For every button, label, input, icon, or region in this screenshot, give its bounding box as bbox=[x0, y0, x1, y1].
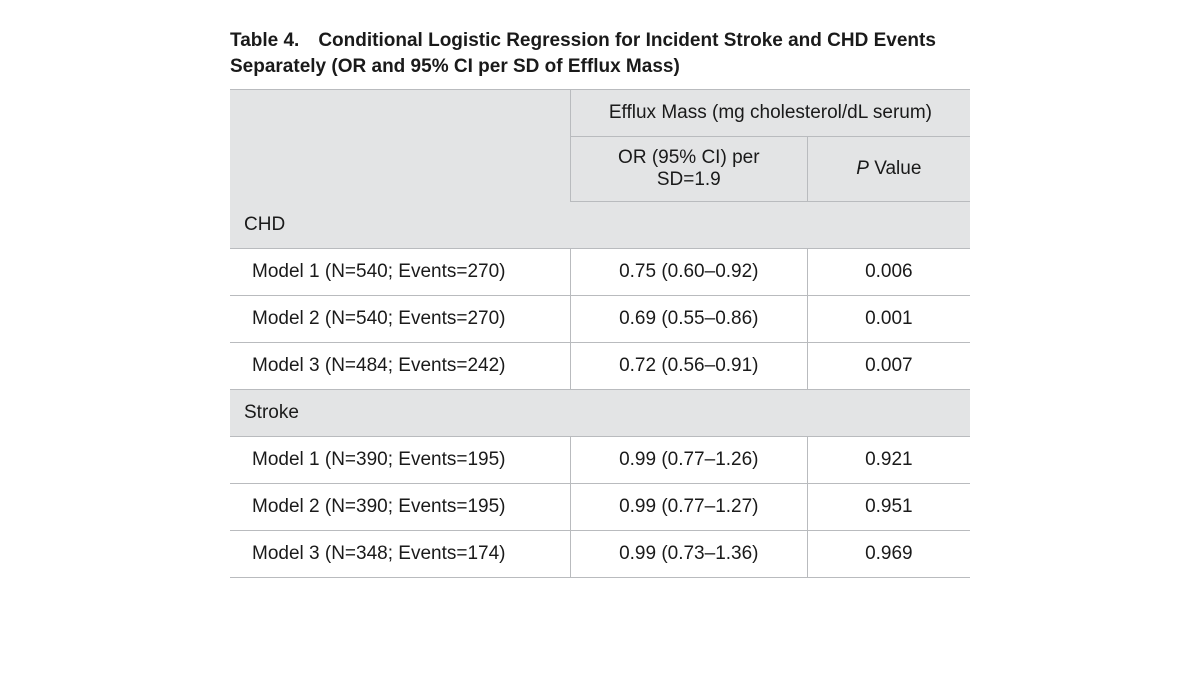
model-label: Model 2 (N=390; Events=195) bbox=[230, 484, 570, 531]
section-name: Stroke bbox=[230, 390, 970, 437]
table-row: Model 1 (N=390; Events=195) 0.99 (0.77–1… bbox=[230, 437, 970, 484]
model-label: Model 3 (N=348; Events=174) bbox=[230, 531, 570, 578]
table-row: Model 2 (N=540; Events=270) 0.69 (0.55–0… bbox=[230, 296, 970, 343]
regression-table: Efflux Mass (mg cholesterol/dL serum) OR… bbox=[230, 89, 970, 578]
pvalue-header-p: P bbox=[856, 158, 869, 179]
p-value: 0.007 bbox=[807, 343, 970, 390]
or-value: 0.99 (0.77–1.26) bbox=[570, 437, 807, 484]
or-value: 0.75 (0.60–0.92) bbox=[570, 249, 807, 296]
or-value: 0.99 (0.77–1.27) bbox=[570, 484, 807, 531]
p-value: 0.951 bbox=[807, 484, 970, 531]
table-row: Model 3 (N=348; Events=174) 0.99 (0.73–1… bbox=[230, 531, 970, 578]
section-name: CHD bbox=[230, 202, 970, 249]
p-value: 0.006 bbox=[807, 249, 970, 296]
section-row: CHD bbox=[230, 202, 970, 249]
p-value: 0.921 bbox=[807, 437, 970, 484]
table-caption: Table 4. Conditional Logistic Regression… bbox=[230, 28, 970, 79]
header-blank bbox=[230, 90, 570, 202]
caption-line-2: Separately (OR and 95% CI per SD of Effl… bbox=[230, 56, 680, 77]
or-header-line-1: OR (95% CI) per bbox=[618, 147, 759, 168]
model-label: Model 2 (N=540; Events=270) bbox=[230, 296, 570, 343]
model-label: Model 1 (N=540; Events=270) bbox=[230, 249, 570, 296]
group-header: Efflux Mass (mg cholesterol/dL serum) bbox=[570, 90, 970, 137]
table-row: Model 2 (N=390; Events=195) 0.99 (0.77–1… bbox=[230, 484, 970, 531]
or-value: 0.99 (0.73–1.36) bbox=[570, 531, 807, 578]
or-value: 0.72 (0.56–0.91) bbox=[570, 343, 807, 390]
model-label: Model 1 (N=390; Events=195) bbox=[230, 437, 570, 484]
table-row: Model 3 (N=484; Events=242) 0.72 (0.56–0… bbox=[230, 343, 970, 390]
p-value: 0.969 bbox=[807, 531, 970, 578]
pvalue-header-rest: Value bbox=[869, 158, 921, 179]
table-row: Model 1 (N=540; Events=270) 0.75 (0.60–0… bbox=[230, 249, 970, 296]
pvalue-header: P Value bbox=[807, 137, 970, 202]
header-row-group: Efflux Mass (mg cholesterol/dL serum) bbox=[230, 90, 970, 137]
or-header: OR (95% CI) per SD=1.9 bbox=[570, 137, 807, 202]
model-label: Model 3 (N=484; Events=242) bbox=[230, 343, 570, 390]
caption-line-1: Table 4. Conditional Logistic Regression… bbox=[230, 30, 936, 51]
or-value: 0.69 (0.55–0.86) bbox=[570, 296, 807, 343]
section-row: Stroke bbox=[230, 390, 970, 437]
p-value: 0.001 bbox=[807, 296, 970, 343]
or-header-line-2: SD=1.9 bbox=[657, 169, 721, 190]
